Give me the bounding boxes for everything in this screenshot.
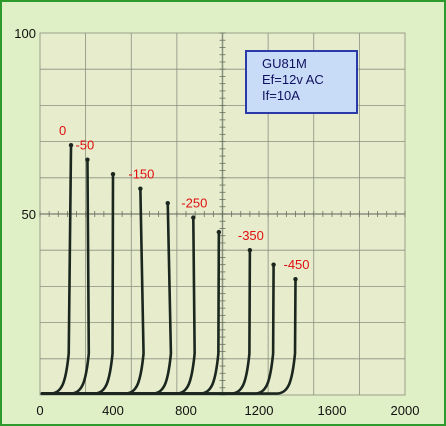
- curve-peak-point: [271, 262, 276, 267]
- curve-peak-point: [247, 248, 253, 253]
- curves: [40, 143, 298, 395]
- curve-labels: 0 -50 -150 -250 -350 -450: [59, 123, 310, 272]
- curve-peak-point: [138, 186, 143, 191]
- y-tick-label: 100: [14, 26, 36, 41]
- curve-label: -450: [284, 257, 310, 272]
- tick-labels: 0 400 800 1200 1600 2000 100 50: [14, 26, 419, 418]
- info-line-tube: GU81M: [262, 56, 307, 71]
- x-tick-label: 1600: [318, 403, 347, 418]
- x-tick-label: 1200: [245, 403, 274, 418]
- curve-peak-point: [85, 157, 90, 162]
- x-tick-label: 2000: [391, 403, 420, 418]
- curve-peak-point: [165, 200, 170, 206]
- y-tick-label: 50: [22, 207, 36, 222]
- curve-label: -50: [75, 138, 94, 153]
- curve-label: -250: [181, 196, 207, 211]
- curve-label: -350: [238, 228, 264, 243]
- info-box: GU81M Ef=12v AC If=10A: [245, 50, 358, 114]
- curve-peak-point: [68, 143, 74, 148]
- curve-label: -150: [128, 167, 154, 182]
- x-tick-label: 800: [175, 403, 197, 418]
- info-line-ef: Ef=12v AC: [262, 72, 324, 87]
- curve-peak-point: [110, 171, 116, 177]
- curve-peak-point: [216, 229, 222, 235]
- curve-peak-point: [191, 215, 196, 220]
- characteristic-curve: [40, 277, 297, 395]
- x-tick-label: 0: [36, 403, 43, 418]
- x-tick-label: 400: [102, 403, 124, 418]
- info-line-if: If=10A: [262, 88, 300, 103]
- curve-label: 0: [59, 123, 66, 138]
- curve-peak-point: [293, 276, 298, 282]
